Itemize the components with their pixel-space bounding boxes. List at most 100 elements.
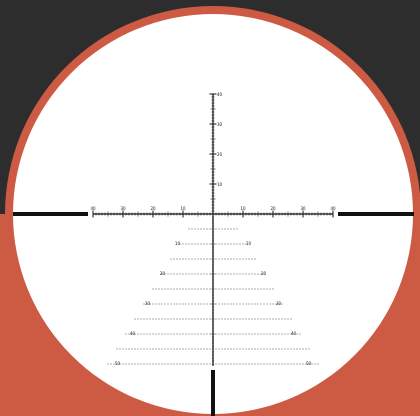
holdover-dot [209,243,211,245]
holdover-dot [260,348,262,350]
holdover-dot [173,318,175,320]
holdover-dot [167,363,169,365]
holdover-dot [158,318,160,320]
holdover-dot [236,303,238,305]
holdover-dot [206,333,208,335]
holdover-dot [221,333,223,335]
holdover-dot [230,318,232,320]
holdover-dot [278,318,280,320]
holdover-dot [161,303,163,305]
holdover-dot [233,273,235,275]
holdover-dot [269,318,271,320]
holdover-dot [275,303,277,305]
holdover-dot [188,228,190,230]
holdover-dot [140,363,142,365]
holdover-dot [152,318,154,320]
holdover-dot [224,258,226,260]
holdover-dot [218,303,220,305]
v-label-20: 20 [217,152,223,157]
holdover-dot [233,348,235,350]
holdover-dot [188,273,190,275]
holdover-dot [149,348,151,350]
holdover-dot [278,303,280,305]
holdover-dot [173,288,175,290]
holdover-dot [224,228,226,230]
holdover-dot [197,228,199,230]
holdover-dot [218,318,220,320]
holdover-dot [143,348,145,350]
holdover-dot [188,288,190,290]
holdover-dot [116,348,118,350]
holdover-dot [182,318,184,320]
holdover-dot [185,258,187,260]
holdover-dot [224,363,226,365]
holdover-dot [170,348,172,350]
holdover-dot [236,348,238,350]
holdover-dot [257,273,259,275]
holdover-right-30: 30 [276,301,282,306]
holdover-dot [215,288,217,290]
holdover-dot [314,363,316,365]
holdover-dot [248,273,250,275]
holdover-dot [155,288,157,290]
holdover-dot [167,273,169,275]
holdover-dot [200,318,202,320]
holdover-dot [245,243,247,245]
holdover-dot [215,258,217,260]
holdover-dot [218,243,220,245]
holdover-dot [209,273,211,275]
holdover-dot [200,258,202,260]
holdover-dot [236,243,238,245]
holdover-dot [263,303,265,305]
holdover-dot [152,348,154,350]
holdover-dot [236,258,238,260]
holdover-dot [170,273,172,275]
holdover-dot [257,288,259,290]
holdover-dot [257,318,259,320]
holdover-dot [266,348,268,350]
holdover-dot [242,318,244,320]
holdover-left-40: 40 [130,331,136,336]
holdover-dot [275,333,277,335]
holdover-dot [119,348,121,350]
holdover-dot [233,243,235,245]
holdover-dot [203,243,205,245]
holdover-dot [260,363,262,365]
holdover-dot [182,243,184,245]
holdover-dot [149,363,151,365]
holdover-dot [227,288,229,290]
holdover-dot [287,348,289,350]
holdover-dot [194,333,196,335]
holdover-dot [221,348,223,350]
holdover-dot [296,348,298,350]
holdover-dot [197,258,199,260]
holdover-dot [137,363,139,365]
holdover-dot [185,273,187,275]
holdover-dot [218,288,220,290]
holdover-dot [125,348,127,350]
holdover-dot [284,348,286,350]
holdover-dot [233,333,235,335]
holdover-dot [248,363,250,365]
holdover-dot [200,303,202,305]
holdover-dot [299,333,301,335]
bottom-heavy-post [211,370,215,416]
holdover-dot [227,273,229,275]
holdover-dot [236,318,238,320]
holdover-dot [176,318,178,320]
holdover-dot [209,303,211,305]
holdover-dot [206,243,208,245]
holdover-dot [203,303,205,305]
holdover-dot [125,333,127,335]
holdover-dot [269,303,271,305]
holdover-dot [263,363,265,365]
holdover-dot [206,348,208,350]
holdover-dot [254,258,256,260]
holdover-dot [251,348,253,350]
holdover-dot [221,288,223,290]
holdover-dot [185,303,187,305]
holdover-dot [227,303,229,305]
holdover-dot [242,288,244,290]
holdover-dot [206,273,208,275]
holdover-dot [110,363,112,365]
